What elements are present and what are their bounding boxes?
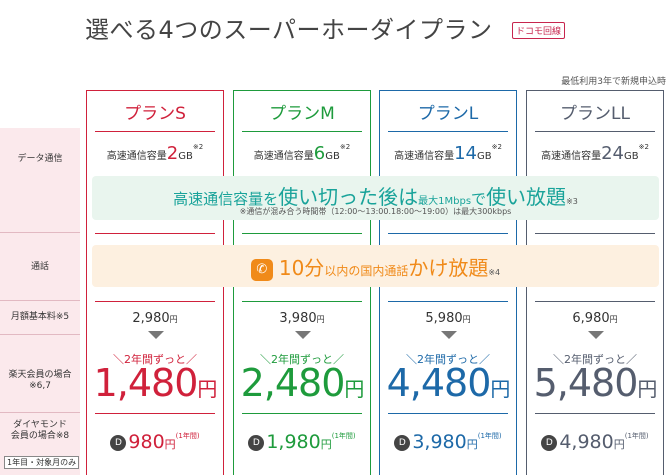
plan-divider <box>95 131 215 132</box>
row-label-data: データ通信 <box>17 154 63 164</box>
row-label-call: 通話 <box>30 262 49 272</box>
two-year-label: ＼2年間ずっと／ <box>260 353 344 366</box>
two-year-label: ＼2年間ずっと／ <box>113 353 197 366</box>
data-capacity: 高速通信容量24GB※2 <box>541 143 649 164</box>
plan-divider <box>388 233 508 234</box>
down-arrow-icon <box>441 331 457 339</box>
row-label-member: 楽天会員の場合 ※6,7 <box>8 370 72 391</box>
plan-divider <box>535 413 655 414</box>
down-arrow-icon <box>148 331 164 339</box>
plan-divider <box>242 413 362 414</box>
plan-divider <box>535 233 655 234</box>
plan-divider <box>242 301 362 302</box>
diamond-price: D 3,980円(1年間) <box>380 431 516 453</box>
plan-divider <box>535 301 655 302</box>
diamond-medal-icon: D <box>110 434 127 451</box>
row-label-diamond: ダイヤモンド 会員の場合※8 <box>10 420 70 441</box>
two-year-label: ＼2年間ずっと／ <box>406 353 490 366</box>
diamond-medal-icon: D <box>248 434 265 451</box>
data-capacity: 高速通信容量6GB※2 <box>253 143 351 164</box>
minimum-term-note: 最低利用3年で新規申込時 <box>561 77 666 87</box>
data-capacity: 高速通信容量14GB※2 <box>394 143 502 164</box>
plan-divider <box>242 233 362 234</box>
diamond-price: D 4,980円(1年間) <box>527 431 663 453</box>
base-fee: 6,980円 <box>572 311 618 326</box>
base-fee: 2,980円 <box>132 311 178 326</box>
plan-divider <box>242 131 362 132</box>
diamond-medal-icon: D <box>541 434 558 451</box>
row-divider <box>0 412 80 413</box>
plan-divider <box>388 301 508 302</box>
row-label-column <box>0 128 80 475</box>
member-price: 5,480円 <box>533 361 658 405</box>
row-divider <box>0 334 80 335</box>
unlimited-data-text: 高速通信容量を使い切った後は最大1Mbpsで使い放題※3 <box>173 185 578 209</box>
plan-name: プランS <box>124 104 186 124</box>
base-fee: 3,980円 <box>279 311 325 326</box>
member-price: 2,480円 <box>240 361 365 405</box>
plan-name: プランL <box>417 104 479 124</box>
two-year-label: ＼2年間ずっと／ <box>553 353 637 366</box>
row-divider <box>0 232 80 233</box>
page-title: 選べる4つのスーパーホーダイプラン <box>85 16 493 44</box>
congestion-note: ※通信が混み合う時間帯（12:00～13:00.18:00～19:00）は最大3… <box>239 207 512 216</box>
diamond-price: D 980円(1年間) <box>87 431 223 453</box>
carrier-badge: ドコモ回線 <box>512 22 566 39</box>
member-price: 1,480円 <box>93 361 218 405</box>
diamond-medal-icon: D <box>394 434 411 451</box>
plan-divider <box>95 301 215 302</box>
plan-divider <box>388 413 508 414</box>
row-label-base-fee: 月額基本料※5 <box>10 312 70 322</box>
row-divider <box>0 300 80 301</box>
down-arrow-icon <box>588 331 604 339</box>
plan-divider <box>95 413 215 414</box>
plan-divider <box>95 233 215 234</box>
plan-name: プランM <box>269 104 335 124</box>
down-arrow-icon <box>295 331 311 339</box>
diamond-price: D 1,980円(1年間) <box>234 431 370 453</box>
unlimited-data-banner <box>92 176 659 220</box>
first-year-only-note: 1年目・対象月のみ <box>4 456 80 469</box>
free-call-text: ✆ 10分以内の国内通話かけ放題※4 <box>92 252 659 281</box>
data-capacity: 高速通信容量2GB※2 <box>106 143 204 164</box>
member-price: 4,480円 <box>386 361 511 405</box>
free-call-banner <box>92 245 659 287</box>
plan-name: プランLL <box>560 104 630 124</box>
plan-column-s[interactable]: プランS 高速通信容量2GB※2 2,980円 ＼2年間ずっと／ 1,480円 D 980円… <box>86 90 224 475</box>
plan-divider <box>535 131 655 132</box>
phone-icon: ✆ <box>250 258 273 281</box>
base-fee: 5,980円 <box>425 311 471 326</box>
plan-divider <box>388 131 508 132</box>
